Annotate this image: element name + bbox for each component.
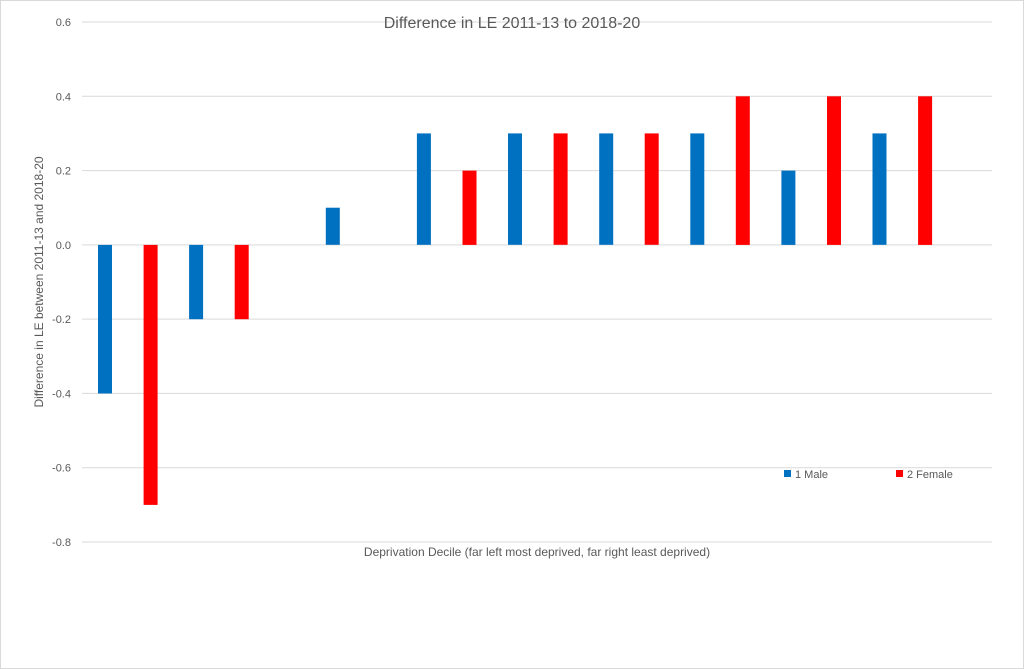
bar-male xyxy=(690,133,705,245)
chart-title: Difference in LE 2011-13 to 2018-20 xyxy=(384,15,641,32)
legend-label-male: 1 Male xyxy=(795,469,828,481)
legend: 1 Male 2 Female xyxy=(784,469,953,481)
y-tick-label: 0.4 xyxy=(56,91,71,103)
legend-swatch-male xyxy=(784,470,791,477)
y-tick-label: 0.6 xyxy=(56,17,71,29)
bar-female xyxy=(462,170,477,245)
y-tick-label: -0.6 xyxy=(52,463,71,475)
bar-male xyxy=(189,244,204,320)
gridlines xyxy=(82,21,992,543)
bar-female xyxy=(234,244,249,320)
bar-male xyxy=(599,133,614,245)
bar-female xyxy=(918,96,933,245)
bars xyxy=(98,96,933,505)
bar-male xyxy=(781,170,796,245)
bar-female xyxy=(735,96,750,245)
legend-label-female: 2 Female xyxy=(907,469,953,481)
bar-male xyxy=(872,133,887,245)
bar-female xyxy=(644,133,659,245)
y-axis-title: Difference in LE between 2011-13 and 201… xyxy=(32,156,46,407)
bar-male xyxy=(325,207,340,245)
y-tick-label: 0.2 xyxy=(56,166,71,178)
y-tick-labels: 0.6 0.4 0.2 0.0 -0.2 -0.4 -0.6 -0.8 xyxy=(52,17,71,549)
y-tick-label: -0.4 xyxy=(52,388,71,400)
y-tick-label: 0.0 xyxy=(56,240,71,252)
y-tick-label: -0.2 xyxy=(52,314,71,326)
bar-male xyxy=(508,133,522,245)
legend-swatch-female xyxy=(896,470,903,477)
y-tick-label: -0.8 xyxy=(52,537,71,549)
x-axis-title: Deprivation Decile (far left most depriv… xyxy=(364,545,710,559)
bar-female xyxy=(827,96,841,245)
bar-female xyxy=(553,133,568,245)
bar-female xyxy=(143,244,158,505)
bar-male xyxy=(416,133,431,245)
bar-male xyxy=(98,244,112,394)
